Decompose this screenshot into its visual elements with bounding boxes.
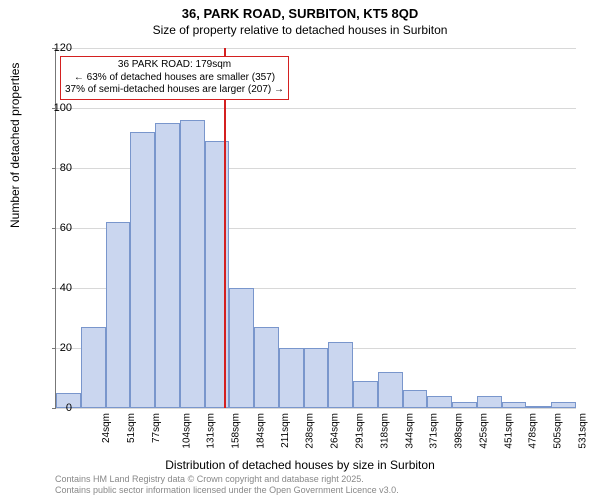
xtick-label: 211sqm <box>280 413 291 448</box>
histogram-bar <box>106 222 131 408</box>
xtick-label: 184sqm <box>256 413 267 449</box>
gridline <box>56 408 576 409</box>
histogram-bar <box>353 381 378 408</box>
xtick-label: 478sqm <box>528 413 539 449</box>
xtick-label: 104sqm <box>181 413 192 449</box>
histogram-bar <box>551 402 576 408</box>
histogram-bar <box>403 390 428 408</box>
plot-area <box>55 48 576 409</box>
xtick-label: 398sqm <box>454 413 465 449</box>
annotation-line: 36 PARK ROAD: 179sqm <box>65 59 284 72</box>
ytick-label: 0 <box>32 402 72 414</box>
histogram-bar <box>254 327 279 408</box>
xtick-label: 371sqm <box>429 413 440 449</box>
histogram-bar <box>477 396 502 408</box>
histogram-bar <box>155 123 180 408</box>
xtick-label: 318sqm <box>379 413 390 449</box>
histogram-bar <box>502 402 527 408</box>
ytick-label: 80 <box>32 162 72 174</box>
annotation-box: 36 PARK ROAD: 179sqm← 63% of detached ho… <box>60 56 289 100</box>
footer-line-2: Contains public sector information licen… <box>55 485 399 496</box>
chart-title: 36, PARK ROAD, SURBITON, KT5 8QD <box>0 6 600 21</box>
xtick-label: 264sqm <box>330 413 341 449</box>
histogram-bar <box>304 348 329 408</box>
ytick-label: 100 <box>32 102 72 114</box>
y-axis-label: Number of detached properties <box>8 63 22 228</box>
histogram-bar <box>328 342 353 408</box>
histogram-bar <box>526 406 551 408</box>
xtick-label: 505sqm <box>553 413 564 449</box>
ytick-label: 20 <box>32 342 72 354</box>
footer-attribution: Contains HM Land Registry data © Crown c… <box>55 474 399 496</box>
histogram-bar <box>378 372 403 408</box>
histogram-bar <box>229 288 254 408</box>
annotation-line: ← 63% of detached houses are smaller (35… <box>65 72 284 85</box>
xtick-label: 291sqm <box>355 413 366 449</box>
footer-line-1: Contains HM Land Registry data © Crown c… <box>55 474 399 485</box>
xtick-label: 425sqm <box>478 413 489 449</box>
ytick-label: 40 <box>32 282 72 294</box>
xtick-label: 344sqm <box>404 413 415 449</box>
histogram-bar <box>130 132 155 408</box>
ytick-label: 60 <box>32 222 72 234</box>
xtick-label: 51sqm <box>126 413 137 443</box>
gridline <box>56 108 576 109</box>
xtick-label: 531sqm <box>577 413 588 449</box>
xtick-label: 24sqm <box>101 413 112 443</box>
xtick-label: 77sqm <box>151 413 162 443</box>
histogram-bar <box>452 402 477 408</box>
histogram-bar <box>180 120 205 408</box>
xtick-label: 451sqm <box>503 413 514 449</box>
xtick-label: 131sqm <box>206 413 217 449</box>
xtick-label: 238sqm <box>305 413 316 449</box>
marker-line <box>224 48 226 408</box>
annotation-line: 37% of semi-detached houses are larger (… <box>65 84 284 97</box>
histogram-bar <box>81 327 106 408</box>
chart-subtitle: Size of property relative to detached ho… <box>0 23 600 37</box>
ytick-label: 120 <box>32 42 72 54</box>
gridline <box>56 48 576 49</box>
x-axis-label: Distribution of detached houses by size … <box>0 458 600 472</box>
histogram-bar <box>279 348 304 408</box>
histogram-bar <box>427 396 452 408</box>
xtick-label: 158sqm <box>231 413 242 449</box>
